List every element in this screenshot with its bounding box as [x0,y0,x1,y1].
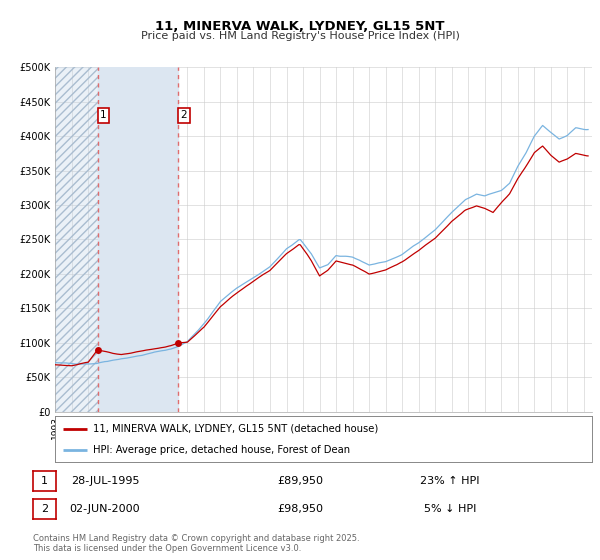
Text: 02-JUN-2000: 02-JUN-2000 [70,504,140,514]
Text: 1: 1 [100,110,107,120]
Text: 2: 2 [180,110,187,120]
Text: 1: 1 [41,476,48,486]
Text: 23% ↑ HPI: 23% ↑ HPI [420,476,480,486]
Text: £89,950: £89,950 [277,476,323,486]
Bar [55,67,98,412]
Text: HPI: Average price, detached house, Forest of Dean: HPI: Average price, detached house, Fore… [93,445,350,455]
Text: 28-JUL-1995: 28-JUL-1995 [71,476,139,486]
Text: £98,950: £98,950 [277,504,323,514]
Bar [98,67,178,412]
Bar [55,67,98,412]
Text: 5% ↓ HPI: 5% ↓ HPI [424,504,476,514]
Text: 11, MINERVA WALK, LYDNEY, GL15 5NT: 11, MINERVA WALK, LYDNEY, GL15 5NT [155,20,445,32]
Text: Price paid vs. HM Land Registry's House Price Index (HPI): Price paid vs. HM Land Registry's House … [140,31,460,41]
Text: Contains HM Land Registry data © Crown copyright and database right 2025.
This d: Contains HM Land Registry data © Crown c… [33,534,359,553]
Text: 2: 2 [41,504,48,514]
Text: 11, MINERVA WALK, LYDNEY, GL15 5NT (detached house): 11, MINERVA WALK, LYDNEY, GL15 5NT (deta… [93,424,378,434]
